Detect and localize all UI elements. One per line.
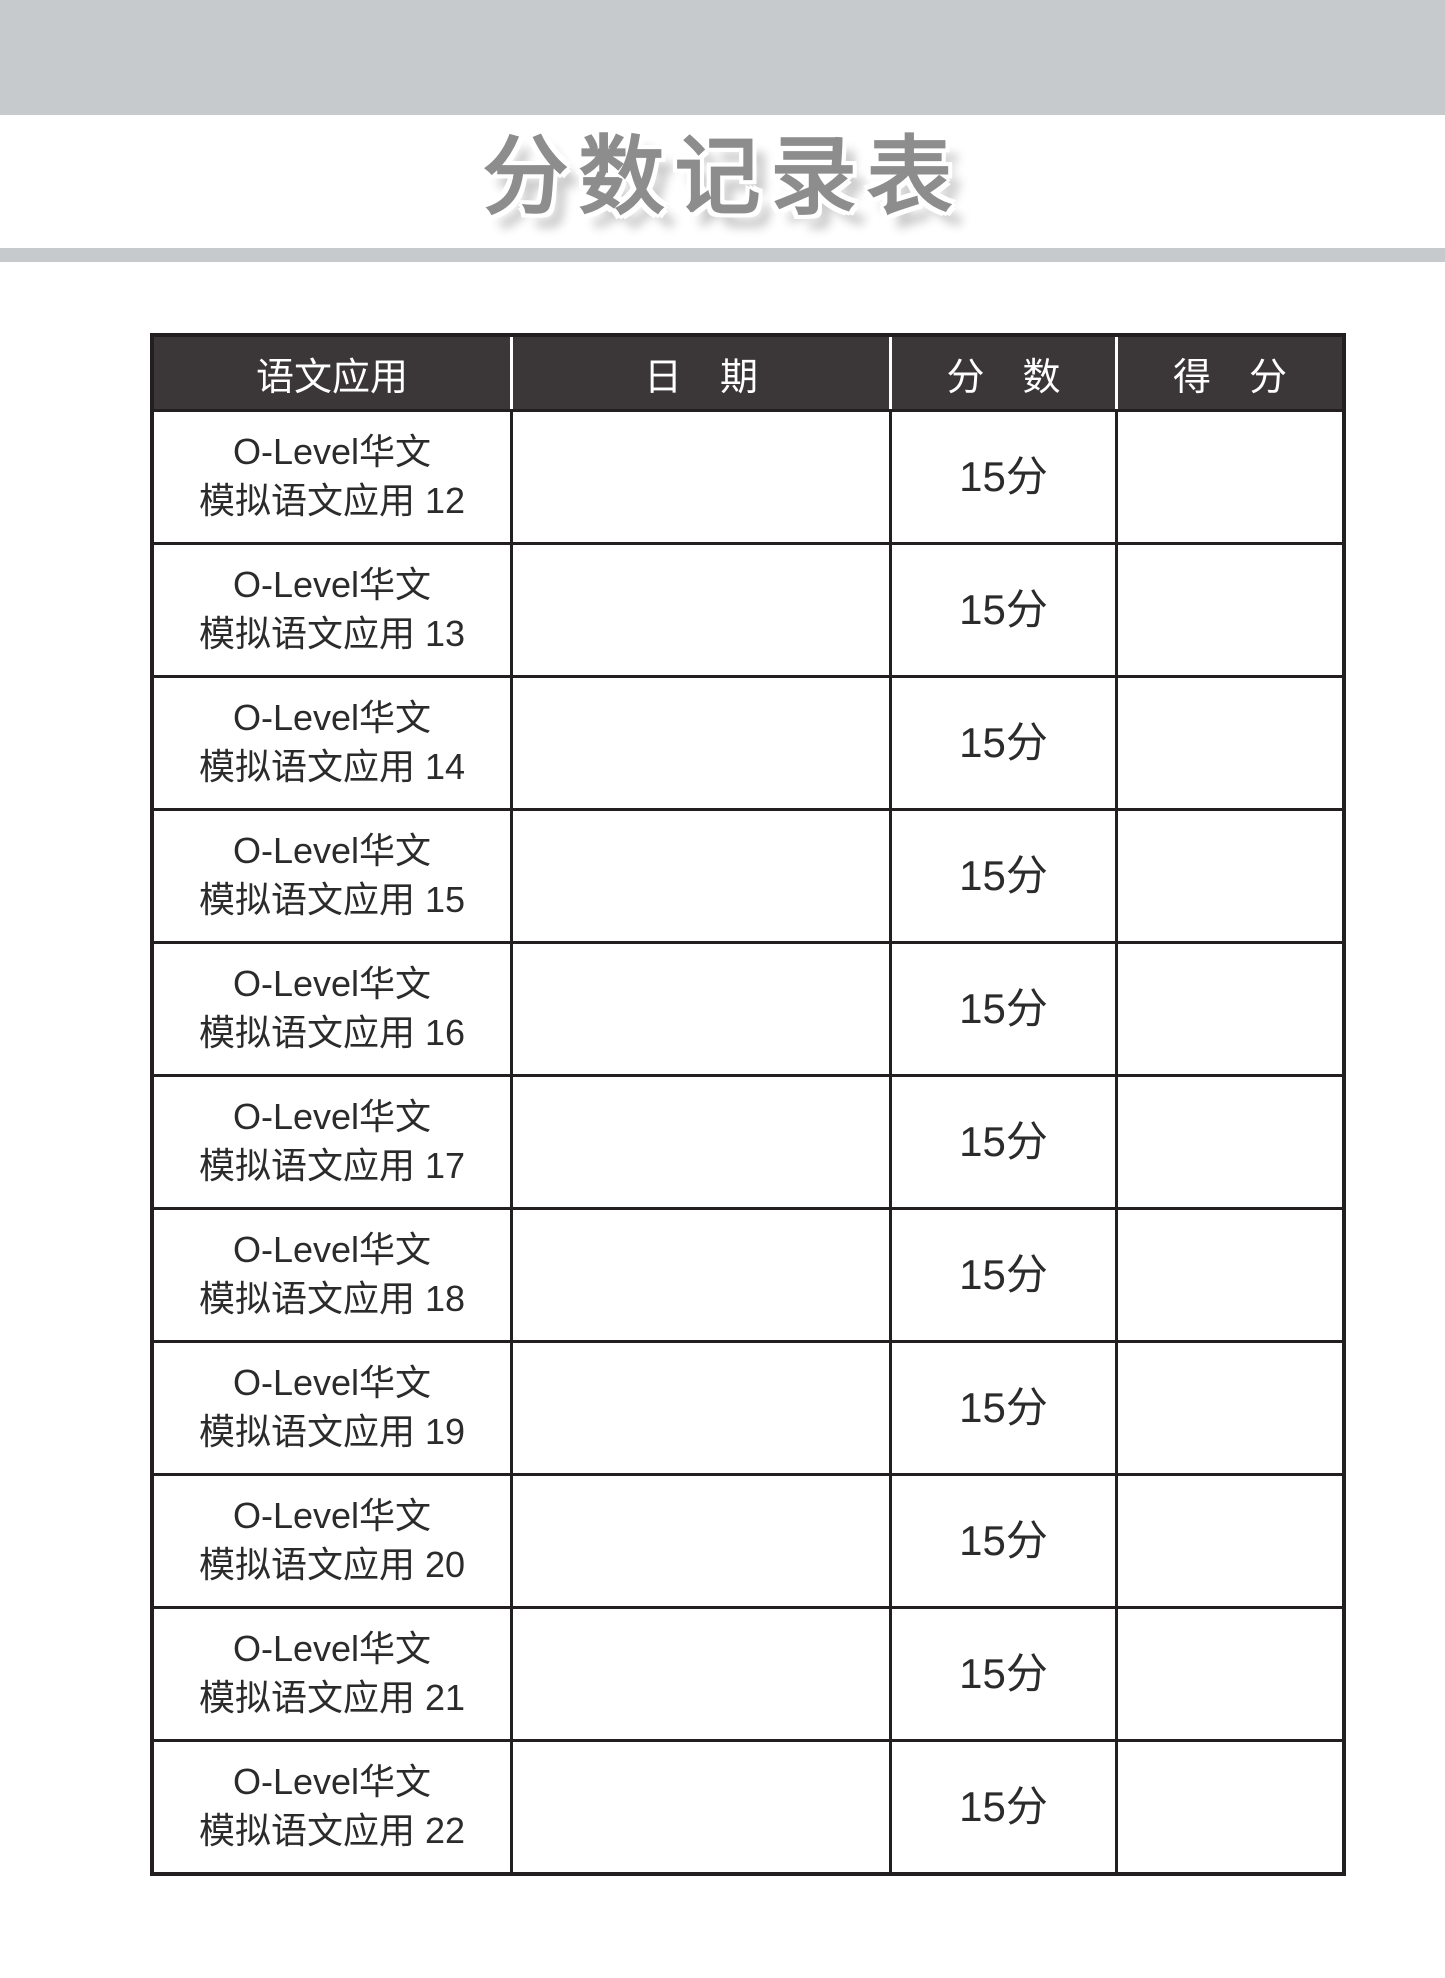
row-subject-cell: O-Level华文 模拟语文应用 20 (154, 1476, 513, 1606)
row-subject-line1: O-Level华文 (232, 1495, 432, 1537)
row-date-cell (513, 1609, 892, 1739)
header-cell-date: 日 期 (513, 337, 892, 409)
row-score-cell: 15分 (892, 811, 1118, 941)
table-row: O-Level华文 模拟语文应用 16 15分 (154, 944, 1342, 1077)
row-subject-cell: O-Level华文 模拟语文应用 13 (154, 545, 513, 675)
row-obtained-cell (1118, 545, 1342, 675)
row-subject-line2: 模拟语文应用 21 (198, 1677, 466, 1718)
score-record-table: 语文应用 日 期 分 数 得 分 O-Level华文 模拟语文应用 12 15分… (150, 333, 1346, 1876)
table-body: O-Level华文 模拟语文应用 12 15分 O-Level华文 模拟语文应用… (154, 412, 1342, 1872)
row-subject-cell: O-Level华文 模拟语文应用 14 (154, 678, 513, 808)
row-score-cell: 15分 (892, 1210, 1118, 1340)
row-date-cell (513, 1742, 892, 1872)
row-subject-cell: O-Level华文 模拟语文应用 12 (154, 412, 513, 542)
row-score-cell: 15分 (892, 1476, 1118, 1606)
row-date-cell (513, 1343, 892, 1473)
row-obtained-cell (1118, 412, 1342, 542)
row-subject-line2: 模拟语文应用 19 (198, 1411, 466, 1452)
row-subject-cell: O-Level华文 模拟语文应用 15 (154, 811, 513, 941)
row-score-cell: 15分 (892, 678, 1118, 808)
top-decorative-band (0, 0, 1445, 115)
table-row: O-Level华文 模拟语文应用 21 15分 (154, 1609, 1342, 1742)
table-row: O-Level华文 模拟语文应用 15 15分 (154, 811, 1342, 944)
row-subject-line1: O-Level华文 (232, 1761, 432, 1803)
header-cell-score: 分 数 (892, 337, 1118, 409)
row-obtained-cell (1118, 944, 1342, 1074)
row-score-cell: 15分 (892, 1077, 1118, 1207)
row-date-cell (513, 678, 892, 808)
header-cell-subject: 语文应用 (154, 337, 513, 409)
row-subject-cell: O-Level华文 模拟语文应用 19 (154, 1343, 513, 1473)
row-subject-cell: O-Level华文 模拟语文应用 17 (154, 1077, 513, 1207)
row-subject-line1: O-Level华文 (232, 697, 432, 739)
table-row: O-Level华文 模拟语文应用 13 15分 (154, 545, 1342, 678)
table-row: O-Level华文 模拟语文应用 19 15分 (154, 1343, 1342, 1476)
row-score-cell: 15分 (892, 412, 1118, 542)
row-score-cell: 15分 (892, 1742, 1118, 1872)
row-subject-line2: 模拟语文应用 12 (198, 480, 466, 521)
row-obtained-cell (1118, 1742, 1342, 1872)
row-subject-line1: O-Level华文 (232, 431, 432, 473)
row-subject-line2: 模拟语文应用 17 (198, 1145, 466, 1186)
title-divider-band (0, 248, 1445, 262)
row-obtained-cell (1118, 1609, 1342, 1739)
row-date-cell (513, 1476, 892, 1606)
row-date-cell (513, 412, 892, 542)
row-subject-line2: 模拟语文应用 22 (198, 1810, 466, 1851)
table-row: O-Level华文 模拟语文应用 20 15分 (154, 1476, 1342, 1609)
row-obtained-cell (1118, 1343, 1342, 1473)
row-subject-line2: 模拟语文应用 15 (198, 879, 466, 920)
row-date-cell (513, 1077, 892, 1207)
row-subject-line2: 模拟语文应用 20 (198, 1544, 466, 1585)
row-subject-line2: 模拟语文应用 13 (198, 613, 466, 654)
table-row: O-Level华文 模拟语文应用 17 15分 (154, 1077, 1342, 1210)
row-obtained-cell (1118, 1077, 1342, 1207)
table-row: O-Level华文 模拟语文应用 22 15分 (154, 1742, 1342, 1872)
row-subject-line2: 模拟语文应用 14 (198, 746, 466, 787)
row-date-cell (513, 545, 892, 675)
row-subject-line1: O-Level华文 (232, 830, 432, 872)
row-date-cell (513, 944, 892, 1074)
row-subject-line2: 模拟语文应用 16 (198, 1012, 466, 1053)
table-header-row: 语文应用 日 期 分 数 得 分 (154, 337, 1342, 412)
row-obtained-cell (1118, 811, 1342, 941)
row-obtained-cell (1118, 1210, 1342, 1340)
row-subject-line1: O-Level华文 (232, 1628, 432, 1670)
row-subject-cell: O-Level华文 模拟语文应用 21 (154, 1609, 513, 1739)
row-score-cell: 15分 (892, 1609, 1118, 1739)
table-row: O-Level华文 模拟语文应用 14 15分 (154, 678, 1342, 811)
row-subject-cell: O-Level华文 模拟语文应用 22 (154, 1742, 513, 1872)
row-score-cell: 15分 (892, 944, 1118, 1074)
row-date-cell (513, 1210, 892, 1340)
row-score-cell: 15分 (892, 1343, 1118, 1473)
row-subject-line2: 模拟语文应用 18 (198, 1278, 466, 1319)
table-row: O-Level华文 模拟语文应用 12 15分 (154, 412, 1342, 545)
table-row: O-Level华文 模拟语文应用 18 15分 (154, 1210, 1342, 1343)
row-subject-line1: O-Level华文 (232, 963, 432, 1005)
row-subject-line1: O-Level华文 (232, 1229, 432, 1271)
row-obtained-cell (1118, 1476, 1342, 1606)
row-subject-cell: O-Level华文 模拟语文应用 16 (154, 944, 513, 1074)
row-subject-line1: O-Level华文 (232, 1362, 432, 1404)
page-title: 分数记录表 (482, 129, 963, 225)
row-date-cell (513, 811, 892, 941)
row-subject-cell: O-Level华文 模拟语文应用 18 (154, 1210, 513, 1340)
row-obtained-cell (1118, 678, 1342, 808)
row-score-cell: 15分 (892, 545, 1118, 675)
row-subject-line1: O-Level华文 (232, 1096, 432, 1138)
row-subject-line1: O-Level华文 (232, 564, 432, 606)
header-cell-obtained: 得 分 (1172, 356, 1287, 399)
